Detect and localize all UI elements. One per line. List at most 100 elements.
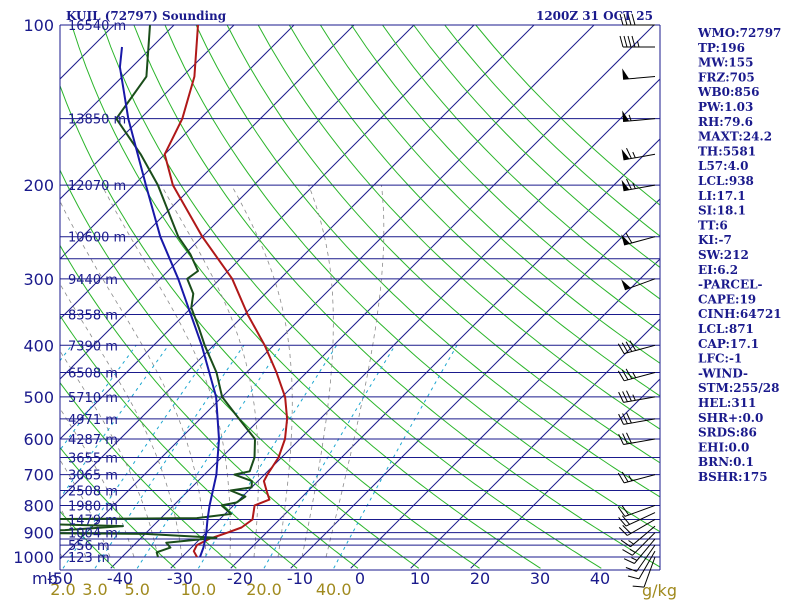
temperature-tick-label: 10 (410, 569, 430, 588)
temperature-tick-label: -40 (107, 569, 133, 588)
wind-barb-full (626, 147, 632, 159)
wind-barb (622, 532, 656, 556)
wind-barb-half (632, 151, 636, 159)
index-item: SRDS:86 (698, 426, 757, 440)
wind-barb-staff (624, 278, 656, 291)
pressure-tick-label: 600 (23, 430, 54, 449)
wind-barb-full (622, 549, 633, 556)
series-line-dewpoint (60, 25, 256, 558)
wind-barb-staff (623, 474, 656, 484)
wind-barb-flag (622, 68, 630, 80)
height-label: 3655 m (68, 451, 118, 466)
wind-barb-full (618, 413, 624, 425)
wind-barb-half (637, 40, 640, 48)
index-item: EHI:0.0 (698, 440, 749, 454)
index-item: SHR+:0.0 (698, 411, 763, 425)
isotherm-line (60, 25, 415, 380)
wind-barb (617, 368, 656, 382)
height-label: 10600 m (68, 231, 126, 246)
temperature-tick-label: 40 (590, 569, 610, 588)
index-item: STM:255/28 (698, 381, 779, 395)
isotherm-line (110, 25, 655, 569)
wind-barb-half (628, 114, 632, 121)
dry-adiabat-line (60, 314, 298, 569)
pressure-tick-label: 700 (23, 466, 54, 485)
wind-barb (621, 147, 656, 161)
wind-barb-staff (623, 438, 656, 445)
index-item: CAP:17.1 (698, 337, 759, 351)
temperature-tick-label: -50 (47, 569, 73, 588)
index-item: TH:5581 (698, 144, 756, 158)
pressure-tick-label: 1000 (13, 548, 54, 567)
wind-barb-full (622, 413, 628, 424)
moist-adiabat-line (231, 184, 293, 558)
isotherm-line (470, 378, 660, 569)
mixing-ratio-unit-label: g/kg (642, 581, 677, 600)
wind-barb-full (626, 412, 632, 424)
pressure-tick-label: 200 (23, 176, 54, 195)
wind-barb-flag (621, 234, 630, 245)
wind-barb (623, 538, 656, 564)
height-label: 4287 m (68, 433, 118, 448)
wind-barb-staff (630, 525, 656, 548)
index-item: RH:79.6 (698, 115, 753, 129)
wind-barb-staff (638, 550, 656, 580)
series-line-parcel (118, 46, 220, 558)
indices-panel: WMO:72797TP:196MW:155FRZ:705WB0:856PW:1.… (697, 26, 782, 484)
height-label: 4971 m (68, 413, 118, 428)
moist-adiabat-line (301, 184, 334, 558)
wind-barb-full (618, 517, 627, 527)
index-item: LI:17.1 (698, 189, 746, 203)
isotherm-line (170, 78, 660, 569)
index-item: HEL:311 (698, 396, 756, 410)
index-item: MAXT:24.2 (698, 130, 772, 144)
height-label: 2508 m (68, 485, 118, 500)
wind-barb-staff (624, 504, 656, 517)
isotherm-line (410, 318, 660, 569)
index-item: TT:6 (698, 218, 728, 232)
wind-barb-full (626, 432, 632, 444)
wind-barb-full (632, 585, 645, 588)
wind-barb-half (632, 182, 636, 189)
mixing-ratio-line (94, 345, 245, 569)
temperature-tick-label: 30 (530, 569, 550, 588)
wind-barb (617, 504, 656, 517)
pressure-tick-label: 400 (23, 336, 54, 355)
mixing-ratio-label: 40.0 (316, 580, 352, 599)
height-label: 123 m (68, 551, 110, 566)
mixing-ratio-label: 20.0 (246, 580, 282, 599)
index-item: KI:-7 (698, 233, 732, 247)
dry-adiabat-line (60, 381, 237, 569)
wind-barb-staff (623, 153, 656, 161)
dry-adiabat-line (60, 446, 176, 569)
wind-barb-staff (623, 236, 656, 246)
index-item: CINH:64721 (698, 307, 782, 321)
wind-barb-staff (634, 538, 656, 564)
pressure-tick-label: 500 (23, 388, 54, 407)
index-item: -WIND- (698, 366, 748, 380)
wind-barb-full (622, 525, 632, 534)
wind-barb-half (632, 394, 636, 401)
index-item: WB0:856 (697, 85, 759, 99)
wind-barb-full (625, 567, 637, 572)
wind-barb (625, 544, 656, 572)
wind-barb-full (622, 433, 628, 445)
height-label: 7390 m (68, 339, 118, 354)
isotherm-line (0, 1, 18, 569)
wind-barb (632, 556, 656, 588)
wind-barb-staff (625, 512, 656, 527)
index-item: EI:6.2 (698, 263, 738, 277)
wind-barb-full (627, 575, 640, 580)
index-item: -PARCEL- (698, 278, 763, 292)
wind-barb-flag (621, 149, 630, 160)
wind-barb-full (626, 390, 632, 402)
wind-barb-full (623, 13, 628, 26)
mixing-ratio-label: 2.0 (50, 580, 75, 599)
wind-barb-full (631, 13, 636, 26)
wind-barb-full (617, 506, 626, 517)
dry-adiabat-line (60, 244, 359, 569)
wind-barb-full (629, 340, 637, 351)
wind-barb-full (619, 35, 624, 48)
mixing-ratio-line (62, 345, 216, 569)
